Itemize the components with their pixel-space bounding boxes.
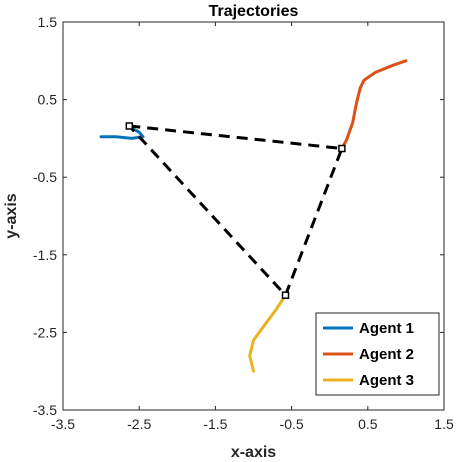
x-tick-label: -2.5: [127, 416, 151, 432]
legend-label-agent-2: Agent 2: [359, 346, 414, 363]
formation-vertex-marker: [281, 291, 290, 299]
axes-layer: -3.5 -2.5 -1.5 -0.5 0.5 1.5 -3.5 -2.5 -1.5 -0.5 0.…: [33, 14, 454, 432]
y-tick-label: 0.5: [38, 92, 58, 108]
legend-label-agent-3: Agent 3: [359, 372, 414, 389]
formation-vertex-marker: [125, 122, 134, 130]
y-axis-label: y-axis: [3, 193, 20, 238]
x-axis-label: x-axis: [231, 444, 276, 461]
y-tick-label: 1.5: [38, 14, 58, 30]
y-tick-label: -3.5: [33, 402, 57, 418]
legend-label-agent-1: Agent 1: [359, 320, 414, 337]
plot-frame: [62, 21, 445, 411]
data-layer: [99, 59, 408, 373]
y-tick-label: -2.5: [33, 324, 57, 340]
x-tick-label: 1.5: [434, 416, 454, 432]
chart-title: Trajectories: [209, 3, 299, 20]
y-tick-label: -0.5: [33, 169, 57, 185]
formation-vertex-marker: [338, 144, 346, 153]
formation-dashed-line: [128, 124, 345, 298]
x-tick-label: -1.5: [203, 416, 227, 432]
x-tick-label: -3.5: [51, 416, 75, 432]
legend: Agent 1 Agent 2 Agent 3: [315, 312, 440, 396]
series-line-agent-3: [248, 293, 287, 373]
x-tick-label: 0.5: [358, 416, 378, 432]
series-line-agent-2: [340, 59, 408, 150]
x-tick-label: -0.5: [280, 416, 304, 432]
y-tick-label: -1.5: [33, 247, 57, 263]
